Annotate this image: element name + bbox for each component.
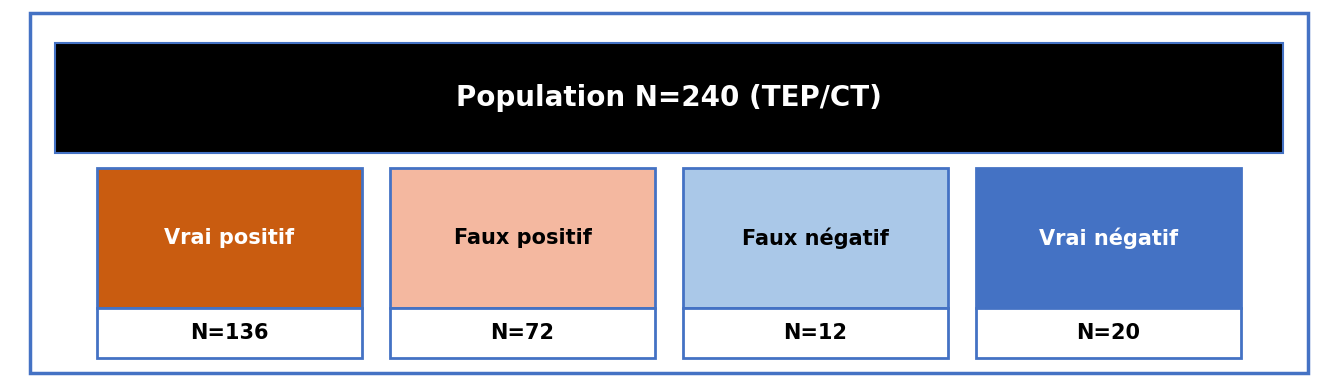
Bar	[682, 168, 949, 308]
Text: N=136: N=136	[190, 323, 269, 343]
Bar	[389, 308, 656, 358]
Bar	[975, 168, 1242, 308]
Text: Vrai positif: Vrai positif	[165, 228, 294, 248]
Text: Faux négatif: Faux négatif	[743, 227, 888, 249]
Text: Vrai négatif: Vrai négatif	[1038, 227, 1177, 249]
Text: Faux positif: Faux positif	[454, 228, 591, 248]
Bar	[975, 308, 1242, 358]
Bar	[96, 308, 363, 358]
Text: Population N=240 (TEP/CT): Population N=240 (TEP/CT)	[456, 84, 882, 112]
Bar	[389, 168, 656, 308]
Bar	[682, 308, 949, 358]
Bar	[96, 168, 363, 308]
Text: N=72: N=72	[491, 323, 554, 343]
Bar	[55, 43, 1283, 153]
Text: N=20: N=20	[1077, 323, 1140, 343]
Text: N=12: N=12	[784, 323, 847, 343]
